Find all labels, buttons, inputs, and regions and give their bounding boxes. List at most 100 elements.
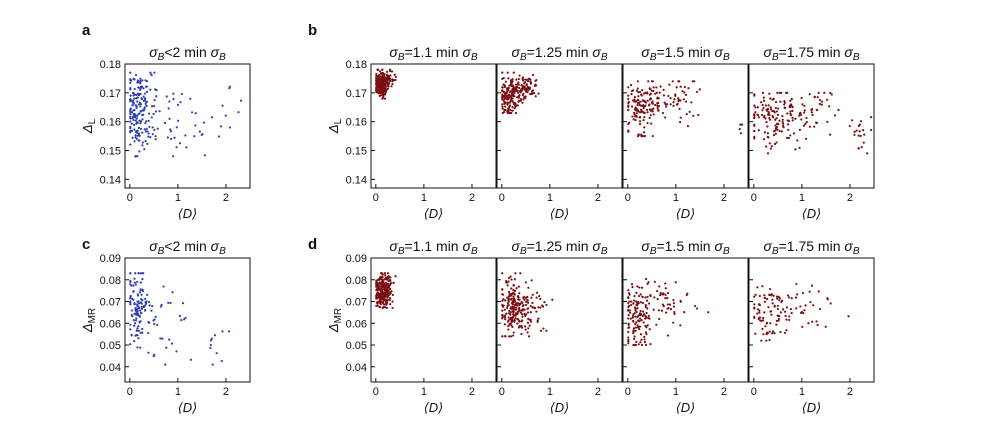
data-point [807, 322, 810, 325]
y-tick-label: 0.14 [100, 174, 121, 186]
data-point [507, 319, 510, 322]
data-point [753, 117, 756, 120]
data-point [664, 293, 667, 296]
data-point [134, 308, 137, 312]
data-point [511, 94, 515, 97]
data-point [148, 304, 151, 307]
data-point [753, 306, 756, 309]
data-point [641, 134, 645, 138]
data-point [506, 306, 509, 310]
data-point [180, 319, 183, 322]
data-point [792, 132, 796, 135]
data-point [129, 120, 132, 123]
data-point [130, 309, 133, 312]
data-point [524, 81, 527, 84]
data-point [639, 309, 642, 313]
data-point [818, 102, 822, 106]
data-point [520, 84, 523, 87]
data-point [132, 298, 135, 301]
data-point [138, 315, 141, 318]
data-point [804, 304, 807, 307]
data-point [142, 109, 145, 112]
data-point [179, 101, 182, 104]
data-point [381, 78, 384, 81]
data-point [664, 297, 667, 300]
data-point [137, 94, 141, 97]
data-point [510, 287, 513, 290]
data-point [682, 98, 685, 101]
data-point [129, 283, 132, 286]
data-point [189, 358, 193, 361]
data-point [385, 290, 388, 293]
data-point [143, 148, 146, 151]
data-point [643, 134, 647, 138]
data-point [813, 125, 816, 128]
data-point [130, 333, 133, 337]
data-point [512, 86, 516, 90]
data-point [520, 320, 523, 323]
data-point [504, 299, 507, 302]
data-point [141, 144, 144, 147]
data-point [677, 100, 680, 103]
data-point [130, 122, 133, 125]
panel-title: σB​=1.1 min σB​ [389, 44, 478, 63]
data-point [627, 308, 630, 312]
data-point [640, 93, 643, 96]
data-point [630, 105, 634, 108]
data-point [517, 96, 520, 99]
data-point [375, 72, 378, 76]
data-point [154, 110, 158, 113]
data-point [131, 136, 134, 139]
data-point [858, 130, 861, 133]
data-point [514, 272, 517, 275]
data-point [639, 301, 642, 304]
data-point [384, 85, 387, 88]
data-point [853, 130, 856, 133]
data-point [509, 275, 512, 278]
data-point [770, 313, 773, 316]
data-point [382, 83, 385, 86]
data-point [811, 320, 814, 323]
data-point [677, 97, 680, 100]
data-point [524, 325, 527, 328]
data-point [636, 98, 639, 102]
data-point [138, 112, 141, 115]
data-point [501, 293, 504, 296]
data-point [376, 282, 379, 285]
data-point [138, 101, 142, 104]
data-point [513, 289, 516, 292]
data-point [129, 323, 132, 326]
data-point [761, 285, 764, 288]
data-point [627, 86, 630, 89]
data-point [790, 104, 793, 107]
data-point [648, 328, 651, 331]
data-point [853, 133, 856, 136]
data-point [801, 291, 805, 295]
data-point [768, 338, 771, 342]
data-point [677, 80, 680, 83]
x-tick-label: 0 [373, 192, 379, 204]
data-point [757, 116, 760, 119]
data-point [511, 300, 514, 303]
data-point [383, 75, 386, 79]
data-point [386, 301, 389, 304]
data-point [627, 100, 631, 104]
data-point [771, 302, 774, 305]
plot-frame [748, 257, 875, 383]
data-point [649, 98, 652, 101]
data-point [636, 87, 639, 90]
data-point [501, 89, 504, 92]
y-tick-label: 0.07 [100, 297, 121, 309]
data-point [385, 287, 388, 290]
data-point [202, 121, 205, 124]
data-point [644, 296, 647, 299]
data-point [810, 284, 814, 287]
data-point [643, 340, 647, 344]
data-point [536, 319, 539, 322]
data-point [143, 309, 147, 312]
data-point [381, 81, 384, 85]
data-point [634, 326, 637, 329]
data-point [508, 293, 511, 296]
data-point [390, 85, 393, 88]
data-point [785, 329, 788, 332]
